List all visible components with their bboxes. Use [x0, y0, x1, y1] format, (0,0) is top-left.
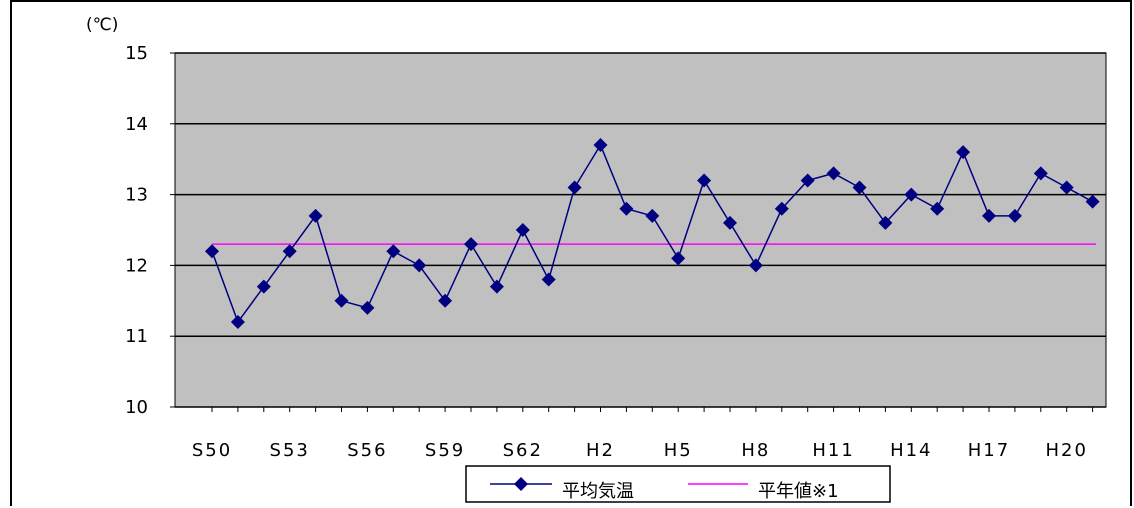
data-point — [386, 244, 401, 259]
y-axis: 10 11 12 13 14 15 — [125, 43, 176, 418]
y-tick-label: 14 — [125, 114, 148, 135]
data-point — [671, 251, 686, 266]
data-point — [438, 293, 453, 308]
data-point — [334, 293, 349, 308]
y-tick-label: 12 — [125, 255, 148, 276]
data-point — [1059, 180, 1074, 195]
data-point — [1085, 194, 1100, 209]
x-tick-label: H8 — [741, 440, 770, 461]
data-point — [982, 208, 996, 223]
data-point — [930, 201, 945, 216]
data-point — [489, 279, 504, 294]
chart-frame — [10, 0, 1132, 506]
data-point — [904, 187, 919, 202]
data-point — [567, 180, 582, 195]
x-tick-label: S59 — [425, 440, 465, 461]
data-point — [205, 244, 219, 259]
x-tick-label: S50 — [192, 440, 232, 461]
data-point — [619, 201, 634, 216]
data-point — [360, 300, 375, 315]
x-tick-label: H14 — [890, 440, 932, 461]
legend-diamond-marker — [514, 477, 528, 491]
y-unit-label: (℃) — [86, 15, 118, 35]
data-point — [774, 201, 789, 216]
data-point — [308, 208, 323, 223]
x-tick-label: H2 — [586, 440, 615, 461]
x-axis: S50 S53 S56 S59 S62 H2 H5 H8 H11 H14 H17 H20 — [175, 406, 1106, 461]
data-point — [852, 180, 867, 195]
data-point — [1007, 208, 1022, 223]
y-tick-label: 10 — [125, 397, 148, 418]
x-tick-label: S62 — [503, 440, 543, 461]
data-point — [826, 166, 841, 181]
data-point — [878, 215, 893, 230]
y-tick-label: 15 — [125, 43, 148, 64]
plot-area — [174, 52, 1107, 408]
data-point — [541, 272, 556, 287]
x-tick-label: S53 — [270, 440, 310, 461]
data-point — [593, 138, 608, 153]
x-tick-label: H5 — [664, 440, 693, 461]
data-point — [464, 237, 478, 252]
x-tick-label: H11 — [812, 440, 854, 461]
legend-average-label: 平均気温 — [562, 481, 634, 502]
x-tick-label: H20 — [1045, 440, 1087, 461]
data-point — [412, 258, 427, 273]
data-point — [230, 315, 245, 330]
legend: 平均気温 平年値※1 — [465, 465, 891, 503]
data-point — [645, 208, 660, 223]
data-point — [282, 244, 297, 259]
x-tick-label: H17 — [968, 440, 1010, 461]
data-point — [800, 173, 815, 188]
x-tick-label: S56 — [347, 440, 387, 461]
data-point — [956, 145, 971, 160]
data-point — [748, 258, 763, 273]
legend-normal-label: 平年値※1 — [758, 481, 839, 502]
data-markers — [205, 138, 1100, 330]
data-point — [515, 223, 530, 237]
data-point — [256, 279, 271, 294]
data-point — [697, 173, 712, 188]
data-point — [1033, 166, 1048, 181]
data-point — [723, 215, 737, 230]
y-tick-label: 11 — [125, 326, 148, 347]
y-tick-label: 13 — [125, 185, 148, 206]
